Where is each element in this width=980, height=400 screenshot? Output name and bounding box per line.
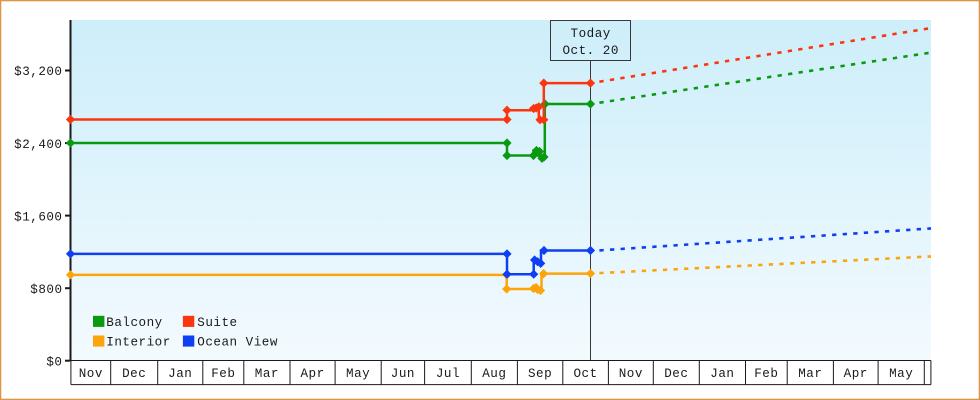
svg-text:Feb: Feb	[754, 367, 778, 381]
svg-text:$2,400: $2,400	[14, 138, 62, 152]
svg-text:Oct. 20: Oct. 20	[562, 44, 618, 58]
svg-text:Jun: Jun	[391, 367, 415, 381]
svg-text:Mar: Mar	[798, 367, 822, 381]
svg-text:Mar: Mar	[255, 367, 279, 381]
svg-text:Jul: Jul	[436, 367, 460, 381]
svg-text:$1,600: $1,600	[14, 210, 62, 224]
svg-text:May: May	[346, 367, 370, 381]
svg-text:Interior: Interior	[106, 336, 170, 350]
svg-text:$0: $0	[46, 355, 62, 369]
svg-text:Feb: Feb	[211, 367, 235, 381]
svg-text:May: May	[889, 367, 913, 381]
svg-text:Jan: Jan	[168, 367, 192, 381]
svg-text:Nov: Nov	[619, 367, 643, 381]
svg-text:Dec: Dec	[664, 367, 688, 381]
svg-text:Dec: Dec	[122, 367, 146, 381]
svg-text:$800: $800	[30, 283, 62, 297]
svg-text:Sep: Sep	[528, 367, 552, 381]
svg-text:Ocean View: Ocean View	[197, 336, 278, 350]
svg-text:Jan: Jan	[710, 367, 734, 381]
svg-text:Suite: Suite	[197, 316, 237, 330]
svg-text:Apr: Apr	[300, 367, 324, 381]
svg-text:Apr: Apr	[844, 367, 868, 381]
svg-text:Nov: Nov	[79, 367, 103, 381]
svg-text:$3,200: $3,200	[14, 65, 62, 79]
svg-text:Balcony: Balcony	[106, 316, 162, 330]
svg-text:Oct: Oct	[574, 367, 598, 381]
svg-text:Aug: Aug	[482, 367, 506, 381]
svg-text:Today: Today	[571, 27, 611, 41]
